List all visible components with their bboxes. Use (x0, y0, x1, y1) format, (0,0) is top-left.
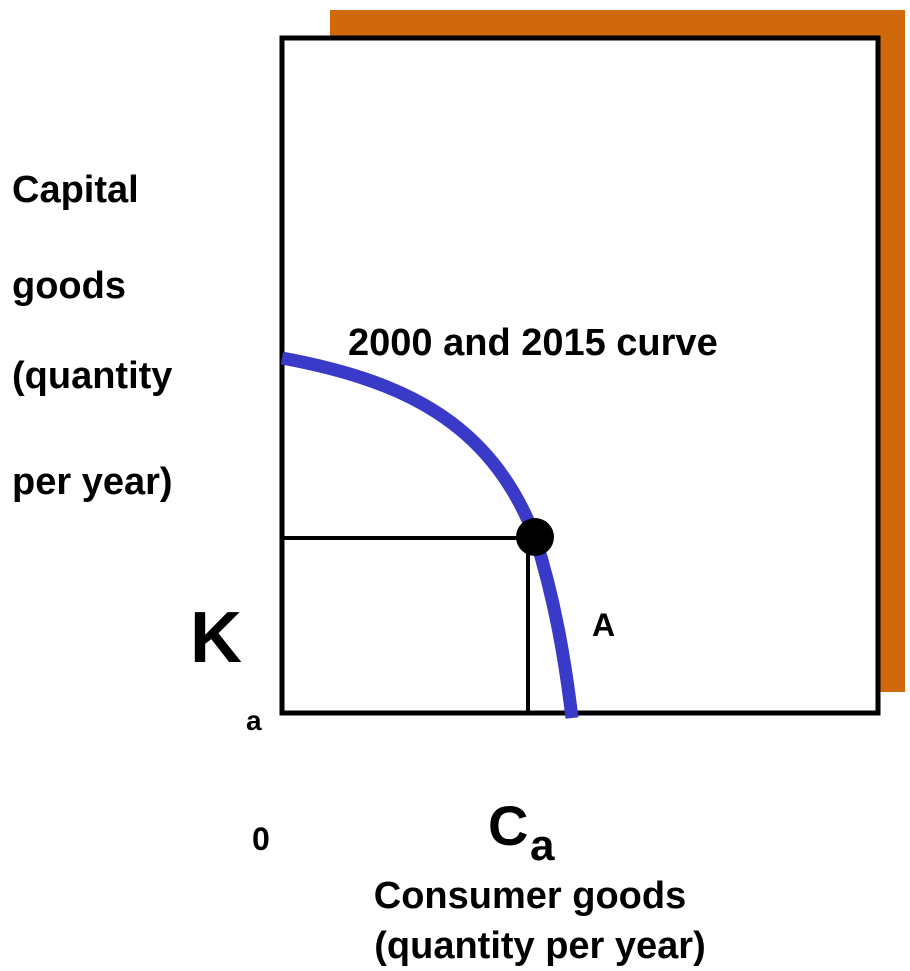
c-label: C (488, 794, 528, 857)
frame (279, 35, 881, 716)
ppf-curve (280, 351, 579, 719)
origin-label: 0 (252, 821, 270, 857)
y-axis-label: Capital (12, 169, 139, 211)
y-axis-label: goods (12, 265, 126, 307)
curve-label: 2000 and 2015 curve (348, 322, 718, 364)
k-label: K (190, 598, 242, 678)
y-axis-label: per year) (12, 461, 173, 503)
c-subscript: a (530, 821, 555, 870)
x-axis-label: (quantity per year) (374, 925, 706, 967)
orange-side-bar (880, 10, 905, 692)
k-subscript: a (246, 705, 262, 736)
orange-top-bar (330, 10, 905, 36)
x-axis-label: Consumer goods (374, 875, 686, 917)
point-a (516, 518, 554, 556)
point-label: A (592, 607, 615, 643)
y-axis-label: (quantity (12, 355, 172, 397)
